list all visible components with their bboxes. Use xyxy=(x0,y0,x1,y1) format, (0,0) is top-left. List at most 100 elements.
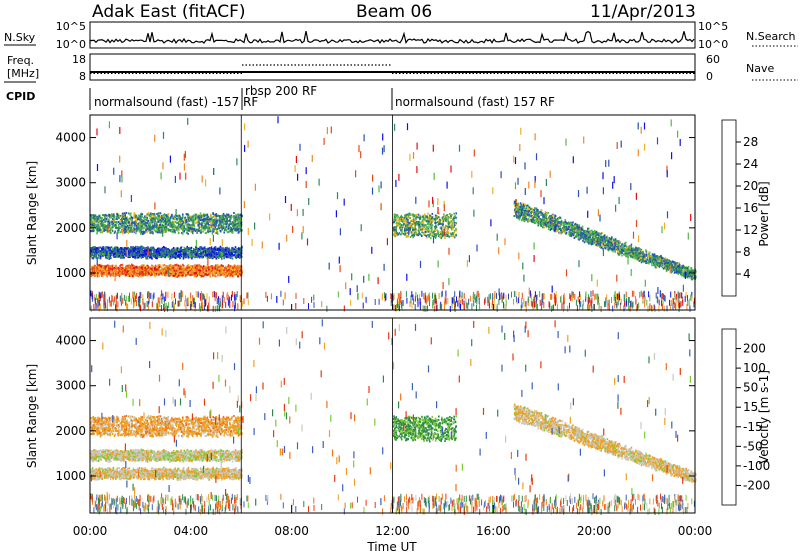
echo-cell xyxy=(151,273,153,276)
echo-cell xyxy=(124,214,126,217)
echo-cell xyxy=(393,215,396,218)
echo-cell xyxy=(216,231,219,234)
echo-cell xyxy=(141,230,143,233)
echo-cell xyxy=(208,253,211,256)
echo-cell xyxy=(104,229,106,232)
echo-cell xyxy=(117,252,119,255)
echo-cell xyxy=(179,221,181,224)
echo-cell xyxy=(101,275,103,277)
echo-cell xyxy=(97,256,100,259)
echo-cell xyxy=(139,227,142,230)
echo-cell xyxy=(140,229,142,232)
echo-cell xyxy=(111,266,114,269)
echo-cell xyxy=(156,254,159,257)
echo-cell xyxy=(187,224,189,227)
echo-cell xyxy=(123,215,125,218)
echo-cell xyxy=(176,248,179,251)
echo-cell xyxy=(182,263,184,266)
echo-cell xyxy=(95,216,97,218)
echo-cell xyxy=(238,225,240,228)
echo-cell xyxy=(95,269,98,272)
echo-cell xyxy=(179,219,182,222)
echo-cell xyxy=(104,224,106,226)
echo-cell xyxy=(117,229,119,232)
echo-cell xyxy=(213,215,216,218)
echo-cell xyxy=(127,247,130,250)
echo-cell xyxy=(441,216,444,219)
echo-cell xyxy=(226,274,228,277)
echo-cell xyxy=(174,214,177,217)
echo-cell xyxy=(109,267,112,270)
echo-cell xyxy=(216,270,218,273)
echo-cell xyxy=(93,223,96,226)
echo-cell xyxy=(90,249,92,252)
echo-cell xyxy=(230,214,233,217)
echo-cell xyxy=(185,218,188,221)
echo-cell xyxy=(100,249,102,252)
echo-cell xyxy=(140,252,142,254)
echo-cell xyxy=(185,267,188,270)
echo-cell xyxy=(153,214,155,217)
echo-cell xyxy=(154,220,156,223)
echo-cell xyxy=(142,255,144,258)
echo-cell xyxy=(210,224,213,227)
echo-cell xyxy=(197,222,199,225)
echo-cell xyxy=(132,264,134,267)
echo-cell xyxy=(93,218,96,221)
echo-cell xyxy=(146,274,149,277)
echo-cell xyxy=(134,257,136,260)
echo-cell xyxy=(163,271,165,274)
echo-cell xyxy=(241,270,243,273)
echo-cell xyxy=(181,217,184,220)
echo-cell xyxy=(232,223,235,226)
echo-cell xyxy=(235,273,237,276)
echo-cell xyxy=(228,231,230,234)
echo-cell xyxy=(198,268,201,271)
echo-cell xyxy=(453,216,455,219)
echo-cell xyxy=(143,271,146,274)
echo-cell xyxy=(216,232,219,235)
echo-cell xyxy=(214,248,217,251)
echo-cell xyxy=(179,250,182,253)
echo-cell xyxy=(135,254,137,257)
echo-cell xyxy=(138,250,141,253)
echo-cell xyxy=(410,213,413,216)
echo-cell xyxy=(182,229,184,232)
echo-cell xyxy=(154,264,157,267)
echo-cell xyxy=(160,220,162,223)
echo-cell xyxy=(231,255,233,257)
echo-cell xyxy=(223,217,226,220)
echo-cell xyxy=(215,256,217,258)
echo-cell xyxy=(210,265,213,268)
echo-cell xyxy=(164,214,167,217)
echo-cell xyxy=(208,273,211,275)
echo-cell xyxy=(133,227,135,230)
echo-cell xyxy=(223,231,225,234)
echo-cell xyxy=(238,270,241,273)
echo-cell xyxy=(96,272,99,275)
echo-cell xyxy=(99,250,101,253)
echo-cell xyxy=(195,274,197,277)
echo-cell xyxy=(120,218,123,221)
echo-cell xyxy=(193,272,196,274)
echo-cell xyxy=(90,229,92,232)
echo-cell xyxy=(225,265,227,268)
echo-cell xyxy=(174,228,177,230)
echo-cell xyxy=(453,221,456,224)
echo-cell xyxy=(233,264,236,267)
echo-cell xyxy=(105,251,108,254)
echo-cell xyxy=(214,265,216,268)
echo-cell xyxy=(227,227,229,230)
echo-cell xyxy=(150,212,152,215)
echo-cell xyxy=(190,246,193,249)
echo-cell xyxy=(186,255,189,258)
echo-cell xyxy=(96,249,98,252)
echo-cell xyxy=(191,217,194,220)
echo-cell xyxy=(219,274,221,277)
echo-cell xyxy=(92,273,94,276)
echo-cell xyxy=(102,247,104,250)
echo-cell xyxy=(133,230,135,233)
echo-cell xyxy=(184,272,186,275)
echo-cell xyxy=(123,251,126,254)
